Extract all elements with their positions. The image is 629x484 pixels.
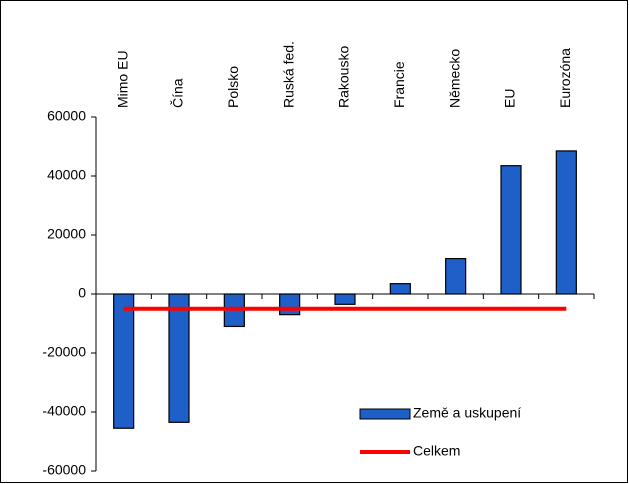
y-tick-label: 60000: [47, 108, 86, 124]
bar: [445, 258, 467, 295]
bar: [334, 293, 356, 305]
legend-label: Země a uskupení: [413, 405, 521, 421]
bar: [500, 165, 522, 295]
bar: [555, 150, 577, 295]
x-tick-label: Německo: [446, 49, 462, 108]
y-tick-label: 20000: [47, 226, 86, 242]
y-tick-label: 0: [78, 285, 86, 301]
y-tick-label: -40000: [42, 403, 86, 419]
x-tick-label: Rakousko: [336, 46, 352, 108]
bar: [279, 293, 301, 316]
x-tick-label: Mimo EU: [114, 50, 130, 108]
x-tick-label: Čína: [170, 78, 186, 108]
y-tick-label: 40000: [47, 167, 86, 183]
x-tick-label: Polsko: [225, 66, 241, 108]
bar: [389, 283, 411, 295]
y-tick-label: -20000: [42, 344, 86, 360]
bar: [113, 293, 135, 429]
bar: [168, 293, 190, 423]
x-tick-label: EU: [502, 89, 518, 108]
x-tick-label: Eurozóna: [557, 48, 573, 108]
legend-swatch: [359, 408, 411, 420]
x-tick-label: Francie: [391, 61, 407, 108]
y-tick-label: -60000: [42, 462, 86, 478]
x-tick-label: Ruská fed.: [280, 41, 296, 108]
legend-label: Celkem: [413, 443, 460, 459]
